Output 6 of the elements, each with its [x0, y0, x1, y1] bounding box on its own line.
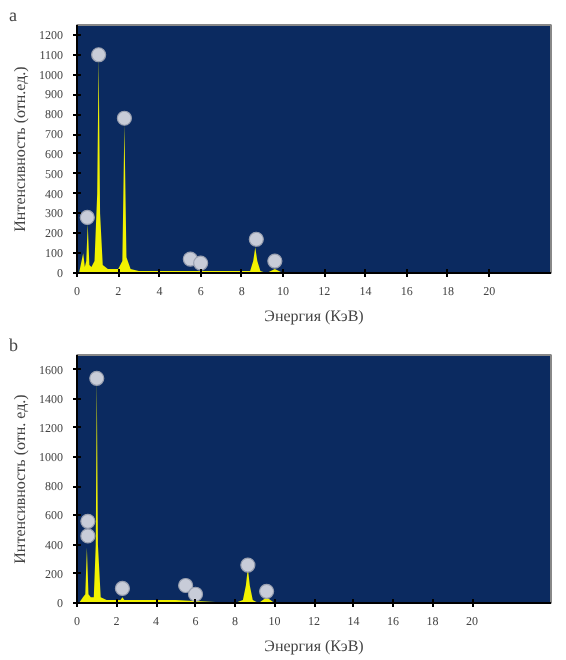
x-axis-title: Энергия (КэВ) [264, 637, 365, 655]
text: b [9, 335, 19, 355]
x-axis-title: Энергия (КэВ) [264, 307, 365, 325]
y-axis-title: Интенсивность (отн.ед.) [11, 65, 29, 232]
text: a [9, 5, 17, 25]
y-axis-title: Интенсивность (отн. ед.) [11, 393, 29, 564]
